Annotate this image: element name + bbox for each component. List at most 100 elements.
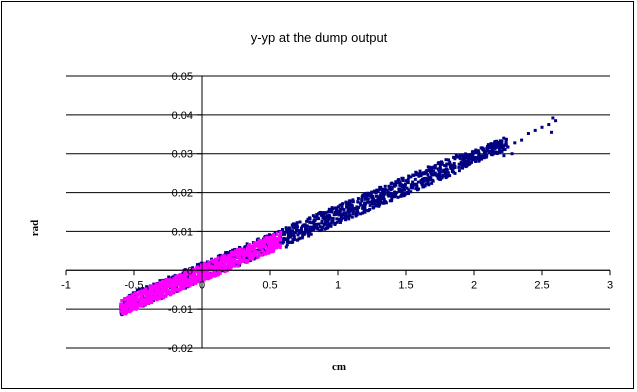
data-point bbox=[354, 211, 358, 215]
data-point bbox=[202, 278, 206, 282]
data-point bbox=[369, 192, 373, 196]
data-point bbox=[120, 310, 124, 314]
data-point bbox=[439, 177, 443, 181]
data-point bbox=[256, 243, 260, 247]
data-point bbox=[227, 262, 231, 266]
data-point bbox=[198, 262, 202, 266]
y-tick-label: 0.02 bbox=[172, 188, 193, 200]
data-point bbox=[219, 259, 223, 263]
data-point bbox=[157, 293, 161, 297]
data-point bbox=[144, 299, 148, 303]
data-point bbox=[503, 147, 507, 151]
data-point bbox=[472, 157, 476, 161]
data-point bbox=[169, 292, 173, 296]
data-point bbox=[415, 173, 419, 177]
data-point bbox=[191, 266, 195, 270]
data-point bbox=[308, 227, 312, 231]
data-point bbox=[298, 231, 302, 235]
data-point bbox=[425, 169, 429, 173]
data-point bbox=[296, 229, 300, 233]
data-point bbox=[281, 229, 285, 233]
data-point bbox=[428, 170, 432, 174]
data-point bbox=[324, 226, 328, 230]
data-point bbox=[214, 260, 218, 264]
data-point bbox=[361, 206, 365, 210]
data-point bbox=[364, 195, 368, 199]
data-point bbox=[128, 308, 132, 312]
data-point bbox=[222, 267, 226, 271]
x-tick-label: 0.5 bbox=[262, 279, 277, 291]
data-point bbox=[234, 249, 238, 253]
data-point bbox=[199, 271, 203, 275]
chart-title: y-yp at the dump output bbox=[251, 30, 388, 45]
data-point bbox=[400, 188, 404, 192]
data-point bbox=[486, 143, 490, 147]
data-point bbox=[240, 255, 244, 259]
data-point bbox=[416, 180, 420, 184]
data-point bbox=[246, 244, 250, 248]
data-point bbox=[481, 154, 485, 158]
data-point bbox=[169, 283, 173, 287]
data-point bbox=[477, 158, 481, 162]
data-point bbox=[194, 267, 198, 271]
data-point bbox=[460, 161, 464, 165]
data-point bbox=[279, 232, 283, 236]
data-point bbox=[245, 246, 249, 250]
data-point bbox=[437, 161, 441, 165]
data-point bbox=[240, 252, 244, 256]
data-point bbox=[155, 297, 159, 301]
data-point bbox=[381, 188, 385, 192]
data-point bbox=[492, 146, 496, 150]
data-point bbox=[227, 259, 231, 263]
data-point bbox=[276, 238, 280, 242]
data-point bbox=[126, 300, 130, 304]
data-point bbox=[421, 185, 425, 189]
data-point bbox=[250, 257, 254, 261]
data-point bbox=[323, 215, 327, 219]
data-point bbox=[290, 229, 294, 233]
data-point bbox=[174, 275, 178, 279]
data-point bbox=[365, 194, 369, 198]
data-point bbox=[252, 257, 256, 261]
data-point bbox=[327, 217, 331, 221]
data-point bbox=[339, 213, 343, 217]
data-point bbox=[370, 196, 374, 200]
data-point bbox=[222, 262, 226, 266]
data-point bbox=[170, 287, 174, 291]
data-point bbox=[331, 207, 335, 211]
data-point bbox=[213, 269, 217, 273]
data-point bbox=[243, 245, 247, 249]
data-point bbox=[363, 205, 367, 209]
data-point bbox=[348, 209, 352, 213]
data-point bbox=[131, 291, 135, 295]
data-point bbox=[452, 170, 456, 174]
data-point bbox=[414, 187, 418, 191]
data-point bbox=[182, 281, 186, 285]
data-point bbox=[272, 241, 276, 245]
x-tick-label: -1 bbox=[61, 279, 71, 291]
data-point bbox=[465, 153, 469, 157]
data-point bbox=[316, 227, 320, 231]
data-point bbox=[133, 291, 137, 295]
data-point bbox=[257, 250, 261, 254]
data-point bbox=[428, 165, 432, 169]
data-point bbox=[251, 255, 255, 259]
x-tick-label: 1.5 bbox=[398, 279, 413, 291]
y-tick-labels: -0.02 -0.01 0 0.01 0.02 0.03 0.04 0.05 bbox=[168, 71, 193, 355]
data-point bbox=[497, 146, 501, 150]
data-point bbox=[334, 212, 338, 216]
data-point bbox=[338, 207, 342, 211]
data-point bbox=[342, 213, 346, 217]
data-point bbox=[188, 280, 192, 284]
data-point bbox=[136, 298, 140, 302]
data-point bbox=[155, 285, 159, 289]
data-point bbox=[497, 151, 501, 155]
data-point bbox=[193, 272, 197, 276]
data-point bbox=[423, 178, 427, 182]
data-point bbox=[500, 143, 504, 147]
data-point bbox=[158, 297, 162, 301]
data-point bbox=[468, 153, 472, 157]
data-point bbox=[160, 286, 164, 290]
data-point bbox=[285, 230, 289, 234]
data-point bbox=[126, 295, 130, 299]
